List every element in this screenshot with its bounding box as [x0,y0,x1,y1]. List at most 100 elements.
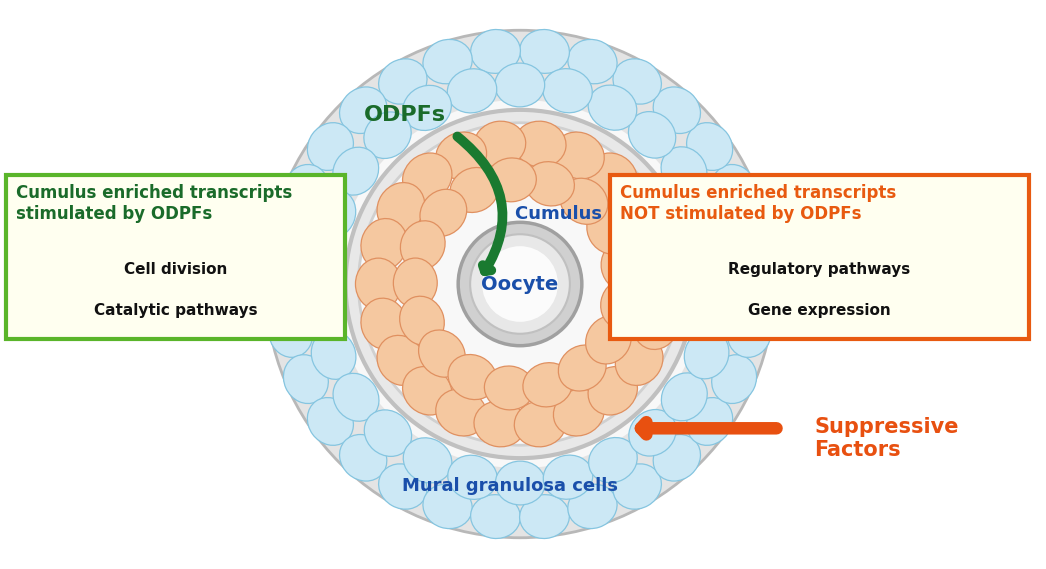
Ellipse shape [283,164,328,213]
Ellipse shape [340,87,387,134]
Ellipse shape [495,63,545,107]
Ellipse shape [356,258,402,310]
Ellipse shape [588,85,637,130]
Ellipse shape [520,494,569,538]
Ellipse shape [486,158,537,202]
Text: Cumulus enriched transcripts
stimulated by ODPFs: Cumulus enriched transcripts stimulated … [17,184,293,223]
Ellipse shape [732,259,776,309]
Ellipse shape [377,335,425,385]
Ellipse shape [653,435,701,481]
FancyArrowPatch shape [457,137,502,271]
Ellipse shape [300,236,344,285]
Ellipse shape [403,85,452,130]
Ellipse shape [311,189,356,238]
Ellipse shape [300,283,344,333]
Ellipse shape [633,218,679,270]
Ellipse shape [588,153,637,201]
Ellipse shape [520,30,569,73]
Ellipse shape [361,218,407,270]
Text: Mural granulosa cells: Mural granulosa cells [402,477,618,495]
Text: Cell division: Cell division [124,262,228,277]
Ellipse shape [269,211,313,260]
Ellipse shape [615,183,663,233]
Ellipse shape [711,164,756,213]
Ellipse shape [418,330,465,377]
Ellipse shape [364,112,411,158]
Ellipse shape [600,279,644,329]
Ellipse shape [308,123,354,171]
Ellipse shape [661,373,707,421]
Ellipse shape [601,241,645,291]
Ellipse shape [379,59,427,104]
Circle shape [345,110,695,458]
Text: Gene expression: Gene expression [748,303,890,319]
Ellipse shape [613,464,661,509]
Ellipse shape [423,39,472,84]
Ellipse shape [653,87,701,134]
Ellipse shape [587,206,633,254]
Ellipse shape [727,211,771,260]
Ellipse shape [496,461,545,505]
Text: Suppressive
Factors: Suppressive Factors [814,417,959,460]
Circle shape [359,123,682,445]
Ellipse shape [308,398,354,446]
Ellipse shape [586,316,632,364]
Ellipse shape [684,189,729,238]
Text: Regulatory pathways: Regulatory pathways [728,262,910,277]
FancyBboxPatch shape [610,175,1028,339]
Circle shape [266,30,774,538]
Ellipse shape [436,389,486,436]
Ellipse shape [333,373,379,421]
Ellipse shape [560,178,608,224]
Ellipse shape [686,123,732,171]
Ellipse shape [474,401,526,447]
Ellipse shape [471,494,521,538]
Ellipse shape [269,308,313,357]
Text: ODPFs: ODPFs [364,105,447,125]
FancyArrowPatch shape [641,422,776,434]
Ellipse shape [403,366,452,415]
Ellipse shape [484,366,535,410]
Ellipse shape [448,354,497,399]
Circle shape [482,246,558,322]
Ellipse shape [419,189,467,236]
Ellipse shape [471,30,521,73]
Ellipse shape [379,464,427,509]
Ellipse shape [568,484,617,529]
Ellipse shape [588,366,637,415]
Ellipse shape [403,438,452,483]
Ellipse shape [448,455,497,500]
Text: Cumulus cells: Cumulus cells [516,205,655,224]
Ellipse shape [436,132,486,179]
Ellipse shape [696,235,740,284]
Ellipse shape [711,354,756,403]
Ellipse shape [686,398,732,446]
Ellipse shape [393,258,437,308]
Ellipse shape [629,410,676,456]
Ellipse shape [629,112,676,158]
FancyBboxPatch shape [6,175,345,339]
Ellipse shape [403,153,452,201]
Ellipse shape [553,132,605,179]
Circle shape [458,222,582,346]
Ellipse shape [661,147,707,195]
Text: Cumulus enriched transcripts
NOT stimulated by ODPFs: Cumulus enriched transcripts NOT stimula… [619,184,896,223]
Ellipse shape [543,69,592,113]
Ellipse shape [515,401,566,447]
Ellipse shape [364,410,412,456]
Ellipse shape [553,389,605,436]
Circle shape [336,100,705,468]
Ellipse shape [633,298,679,349]
Text: Oocyte: Oocyte [481,274,559,294]
Ellipse shape [450,167,499,212]
Ellipse shape [523,362,572,407]
Ellipse shape [474,121,526,167]
Ellipse shape [423,484,472,529]
Ellipse shape [264,259,308,309]
Ellipse shape [525,162,574,206]
Ellipse shape [615,335,663,385]
Ellipse shape [515,121,566,167]
Ellipse shape [613,59,661,104]
Ellipse shape [312,331,356,380]
Ellipse shape [361,298,407,349]
